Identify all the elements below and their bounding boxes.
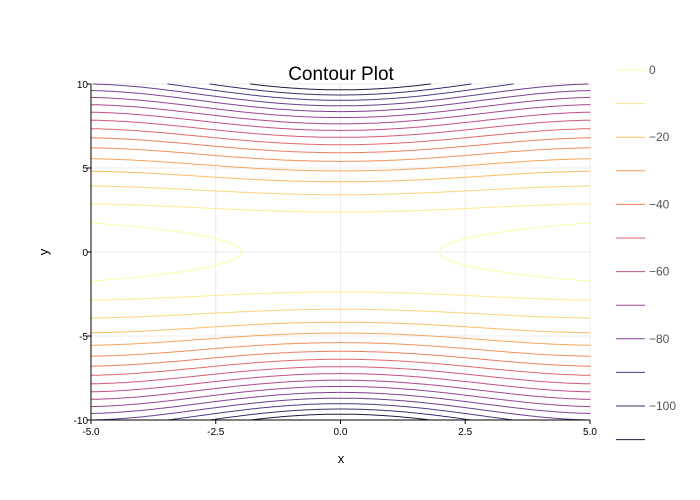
- legend-label: −100: [649, 399, 676, 413]
- contour-line: [90, 170, 591, 334]
- colorbar-legend: 0 −20 −40 −60 −80 −100: [616, 63, 676, 441]
- x-axis-label: x: [338, 451, 345, 466]
- contour-line: [90, 111, 591, 393]
- y-tick-label: 10: [77, 80, 89, 91]
- contour-line: [90, 104, 591, 400]
- contour-line: [90, 96, 591, 408]
- contour-line: [90, 158, 591, 346]
- contour-line: [90, 222, 591, 282]
- legend-label: −20: [649, 130, 670, 144]
- contour-line: [90, 203, 591, 301]
- y-axis-label: y: [36, 248, 51, 255]
- y-tick-label: 0: [82, 248, 88, 259]
- contour-lines: [90, 83, 591, 421]
- x-tick-label: 5.0: [583, 427, 597, 438]
- contour-line: [90, 90, 591, 414]
- y-tick-label: 5: [82, 164, 88, 175]
- x-tick-labels: -5.0 -2.5 0.0 2.5 5.0: [82, 420, 597, 438]
- y-tick-labels: -10 -5 0 5 10: [74, 80, 91, 427]
- x-tick-label: -2.5: [207, 427, 225, 438]
- y-tick-label: -10: [74, 416, 89, 427]
- x-tick-label: 0.0: [334, 427, 348, 438]
- chart-title: Contour Plot: [288, 64, 394, 85]
- contour-line: [90, 137, 591, 367]
- contour-line: [90, 119, 591, 385]
- contour-line: [90, 185, 591, 319]
- legend-label: 0: [649, 63, 656, 77]
- legend-label: −40: [649, 197, 670, 211]
- legend-label: −80: [649, 332, 670, 346]
- contour-line: [90, 128, 591, 376]
- x-tick-label: 2.5: [458, 427, 472, 438]
- contour-line: [90, 147, 591, 357]
- x-tick-label: -5.0: [82, 427, 100, 438]
- legend-label: −60: [649, 265, 670, 279]
- y-tick-label: -5: [79, 332, 88, 343]
